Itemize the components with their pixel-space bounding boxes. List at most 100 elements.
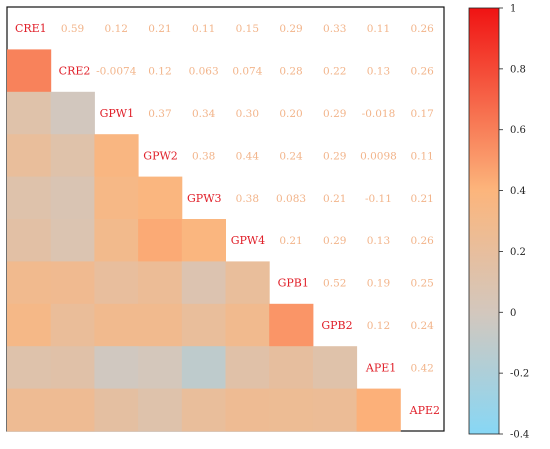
upper-triangle-values: 0.59 0.12 0.21 0.11 0.15 0.29 0.33 0.11 0.26 -0.0… (61, 23, 434, 374)
variable-label-cre1: CRE1 (15, 22, 47, 35)
variable-label-gpw3: GPW3 (187, 192, 222, 205)
value-label-cre1-ape2: 0.26 (410, 23, 434, 35)
value-label-cre2-gpw2: 0.12 (148, 66, 171, 78)
value-label-cre2-gpb1: 0.28 (279, 66, 302, 78)
heatmap-cell-ape1-gpw4 (225, 346, 270, 390)
heatmap-cell-ape1-gpw1 (94, 346, 139, 390)
variable-label-gpw1: GPW1 (100, 107, 135, 120)
value-label-cre1-cre2: 0.59 (61, 23, 84, 35)
heatmap-cell-gpb1-gpw3 (181, 261, 226, 305)
heatmap-cell-gpw3-gpw1 (94, 176, 139, 220)
value-label-cre1-gpw2: 0.21 (148, 23, 171, 35)
value-label-gpw1-gpb1: 0.20 (279, 108, 302, 120)
value-label-cre1-gpw3: 0.11 (192, 23, 215, 35)
value-label-gpw3-gpw4: 0.38 (236, 193, 259, 205)
heatmap-cell-gpw3-gpw2 (138, 176, 183, 220)
heatmap-cell-gpw2-cre1 (7, 134, 52, 178)
heatmap-cell-gpw4-cre1 (7, 219, 52, 262)
value-label-gpb1-ape2: 0.25 (410, 278, 433, 290)
value-label-gpw4-gpb2: 0.29 (323, 235, 346, 247)
heatmap-cell-ape1-gpb1 (269, 346, 314, 390)
value-label-cre1-gpw4: 0.15 (236, 23, 259, 35)
value-label-cre2-gpw3: 0.063 (189, 66, 219, 78)
heatmap-cell-gpw2-cre2 (50, 134, 95, 178)
value-label-cre2-gpw4: 0.074 (232, 66, 262, 78)
heatmap-cell-ape1-gpw2 (138, 346, 183, 390)
value-label-gpw3-gpb1: 0.083 (276, 193, 306, 205)
colorbar-tick-label: 0 (510, 308, 516, 319)
value-label-gpw1-ape1: -0.018 (362, 108, 396, 120)
heatmap-cell-ape2-gpb1 (269, 388, 314, 432)
colorbar-tick-label: 1 (510, 4, 516, 15)
heatmap-cell-gpb2-gpb1 (269, 303, 314, 347)
value-label-gpw4-ape1: 0.13 (367, 235, 390, 247)
value-label-cre2-gpb2: 0.22 (323, 66, 346, 78)
value-label-gpw2-gpb2: 0.29 (323, 150, 346, 162)
value-label-gpw1-gpw4: 0.30 (236, 108, 259, 120)
heatmap-cell-gpw4-gpw1 (94, 219, 139, 262)
value-label-gpw3-ape1: -0.11 (365, 193, 392, 205)
heatmap-cell-ape1-gpw3 (181, 346, 226, 390)
heatmap-cell-ape2-ape1 (356, 388, 401, 432)
value-label-ape1-ape2: 0.42 (410, 362, 433, 374)
value-label-gpb2-ape2: 0.24 (410, 320, 434, 332)
heatmap-cell-gpb2-gpw2 (138, 303, 183, 347)
value-label-gpw2-ape1: 0.0098 (360, 150, 397, 162)
value-label-cre1-gpw1: 0.12 (105, 23, 128, 35)
heatmap-cell-gpw4-cre2 (50, 219, 95, 262)
value-label-cre2-gpw1: -0.0074 (96, 66, 137, 78)
value-label-gpw4-ape2: 0.26 (410, 235, 434, 247)
value-label-cre2-ape1: 0.13 (367, 66, 390, 78)
value-label-gpb1-gpb2: 0.52 (323, 278, 346, 290)
heatmap-cell-ape2-cre2 (50, 388, 95, 432)
heatmap-cell-gpb1-cre2 (50, 261, 95, 305)
value-label-gpw2-ape2: 0.11 (410, 150, 433, 162)
value-label-cre1-ape1: 0.11 (367, 23, 390, 35)
heatmap-cell-gpb2-gpw3 (181, 303, 226, 347)
diagonal-variable-labels: CRE1 CRE2 GPW1 GPW2 GPW3 GPW4 GPB1 GPB2 APE1 APE2 (15, 22, 440, 417)
value-label-gpw3-ape2: 0.21 (410, 193, 433, 205)
heatmap-cell-gpb2-cre2 (50, 303, 95, 347)
heatmap-cell-gpb1-gpw2 (138, 261, 183, 305)
value-label-gpw1-gpw2: 0.37 (148, 108, 171, 120)
colorbar-tick-label: 0.8 (510, 64, 526, 75)
heatmap-cell-gpb1-gpw1 (94, 261, 139, 305)
heatmap-cell-gpb2-cre1 (7, 303, 52, 347)
value-label-gpb2-ape1: 0.12 (367, 320, 390, 332)
colorbar-tick-label: 0.6 (510, 125, 526, 136)
heatmap-cell-gpw3-cre2 (50, 176, 95, 220)
heatmap-cell-ape1-gpb2 (312, 346, 358, 390)
heatmap-cell-gpw4-gpw2 (138, 219, 183, 262)
heatmap-cell-ape2-cre1 (7, 388, 52, 432)
heatmap-cell-ape2-gpb2 (312, 388, 358, 432)
value-label-cre2-ape2: 0.26 (410, 66, 434, 78)
value-label-gpw2-gpw3: 0.38 (192, 150, 215, 162)
heatmap-cell-gpw2-gpw1 (94, 134, 139, 178)
value-label-cre1-gpb2: 0.33 (323, 23, 346, 35)
variable-label-gpb2: GPB2 (321, 319, 352, 332)
heatmap-cell-ape2-gpw4 (225, 388, 270, 432)
variable-label-ape2: APE2 (409, 404, 440, 417)
value-label-gpw1-gpb2: 0.29 (323, 108, 346, 120)
value-label-gpw1-gpw3: 0.34 (192, 108, 216, 120)
heatmap-cell-ape1-cre2 (50, 346, 95, 390)
colorbar (468, 7, 500, 435)
colorbar-tick-label: -0.4 (510, 430, 529, 441)
variable-label-gpw2: GPW2 (143, 149, 178, 162)
heatmap-cell-ape1-cre1 (7, 346, 52, 390)
value-label-gpw4-gpb1: 0.21 (279, 235, 302, 247)
value-label-gpw2-gpw4: 0.44 (236, 150, 260, 162)
value-label-gpw1-ape2: 0.17 (410, 108, 433, 120)
value-label-gpb1-ape1: 0.19 (367, 278, 390, 290)
heatmap-cells (7, 49, 401, 432)
heatmap-cell-gpb2-gpw1 (94, 303, 139, 347)
colorbar-ticks: 1 0.8 0.6 0.4 0.2 0 -0.2 -0.4 (499, 4, 529, 441)
heatmap-cell-ape2-gpw3 (181, 388, 226, 432)
heatmap-cell-gpw3-cre1 (7, 176, 52, 220)
heatmap-cell-gpb1-cre1 (7, 261, 52, 305)
colorbar-tick-label: 0.2 (510, 247, 526, 258)
colorbar-tick-label: 0.4 (510, 186, 526, 197)
heatmap-cell-ape2-gpw1 (94, 388, 139, 432)
colorbar-tick-label: -0.2 (510, 369, 529, 380)
